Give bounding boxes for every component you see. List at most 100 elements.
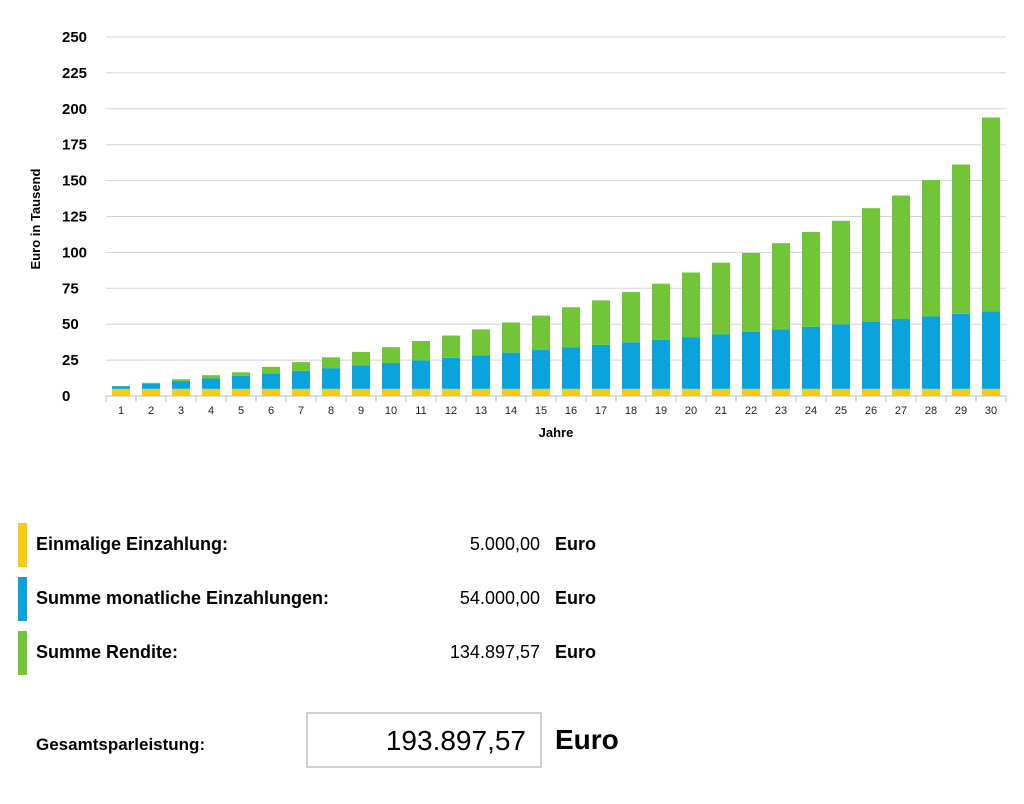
x-tick-label: 21 [715, 405, 727, 417]
bar-segment [592, 300, 610, 345]
legend-label: Summe monatliche Einzahlungen: [36, 588, 330, 608]
bar-segment [772, 243, 790, 330]
bar-segment [292, 362, 310, 371]
bar-segment [412, 360, 430, 389]
legend-item-monatliche-einzahlungen: Summe monatliche Einzahlungen: 54.000,00… [18, 577, 638, 621]
bar-segment [832, 324, 850, 389]
bar-segment [292, 370, 310, 389]
legend-item-rendite: Summe Rendite: 134.897,57 Euro [18, 631, 638, 675]
bar-segment [442, 335, 460, 358]
bar-segment [652, 339, 670, 389]
x-tick-label: 26 [865, 405, 877, 417]
legend-value: 134.897,57 [449, 642, 540, 662]
legend-unit: Euro [555, 534, 597, 554]
x-tick-label: 13 [475, 405, 487, 417]
bar-segment [502, 352, 520, 389]
x-tick-label: 2 [148, 405, 154, 417]
bar-segment [922, 316, 940, 389]
x-tick-label: 14 [505, 405, 517, 417]
bar-segment [682, 337, 700, 389]
bar-segment [532, 350, 550, 389]
bar-segment [442, 388, 460, 396]
bar-segment [202, 388, 220, 396]
bar-segment [652, 388, 670, 396]
bar-segment [532, 315, 550, 351]
bar-segment [592, 344, 610, 389]
y-tick-label: 0 [62, 388, 70, 405]
y-tick-label: 250 [62, 29, 87, 46]
bar-segment [922, 180, 940, 317]
y-tick-label: 100 [62, 244, 87, 261]
y-tick-label: 75 [62, 280, 79, 297]
bar-segment [982, 117, 1000, 312]
x-tick-label: 16 [565, 405, 577, 417]
x-tick-label: 28 [925, 405, 937, 417]
bar-segment [832, 220, 850, 325]
total-value: 193.897,57 [385, 725, 526, 756]
bar-segment [352, 351, 370, 366]
x-tick-label: 23 [775, 405, 787, 417]
bar-segment [832, 388, 850, 396]
y-tick-label: 150 [62, 173, 87, 190]
x-tick-label: 5 [238, 405, 244, 417]
x-tick-label: 18 [625, 405, 637, 417]
legend-swatch [18, 631, 27, 675]
bar-segment [232, 372, 250, 376]
legend-unit: Euro [555, 642, 597, 662]
bar-segment [622, 292, 640, 343]
bar-segment [202, 375, 220, 379]
bar-segment [322, 388, 340, 396]
bar-segment [622, 388, 640, 396]
bar-segment [442, 357, 460, 389]
bar-segment [862, 321, 880, 389]
bar-segment [172, 379, 190, 382]
x-tick-label: 3 [178, 405, 184, 417]
bar-segment [802, 232, 820, 327]
bar-segment [922, 388, 940, 396]
bar-segment [112, 388, 130, 396]
bar-segment [352, 388, 370, 396]
bar-segment [742, 331, 760, 389]
bar-segment [382, 362, 400, 389]
bar-segment [112, 386, 130, 389]
bar-segment [622, 342, 640, 389]
bar-segment [202, 378, 220, 389]
bar-segment [382, 388, 400, 396]
gridlines [106, 36, 1006, 361]
bar-segment [262, 388, 280, 396]
x-tick-label: 22 [745, 405, 757, 417]
x-tick-label: 30 [985, 405, 997, 417]
legend-label: Summe Rendite: [36, 642, 179, 662]
bar-segment [862, 208, 880, 322]
axes [105, 395, 1007, 402]
bar-segment [232, 388, 250, 396]
bar-segment [952, 313, 970, 389]
bar-segment [472, 329, 490, 356]
legend-unit: Euro [555, 588, 597, 608]
bar-segment [142, 388, 160, 396]
bar-segment [352, 365, 370, 389]
x-tick-label: 8 [328, 405, 334, 417]
bar-segment [862, 388, 880, 396]
bar-segment [772, 329, 790, 389]
y-tick-label: 175 [62, 137, 87, 154]
legend-label: Einmalige Einzahlung: [36, 534, 229, 554]
bar-segment [412, 341, 430, 361]
bar-segment [382, 347, 400, 363]
total-value-box: 193.897,57 [306, 712, 542, 768]
bar-segment [472, 388, 490, 396]
x-tick-label: 12 [445, 405, 457, 417]
legend-swatch [18, 523, 27, 567]
bar-segment [712, 262, 730, 335]
bar-segment [262, 373, 280, 389]
bar-segment [412, 388, 430, 396]
legend-item-einmalige-einzahlung: Einmalige Einzahlung: 5.000,00 Euro [18, 523, 638, 567]
legend-value: 5.000,00 [469, 534, 540, 554]
x-tick-label: 17 [595, 405, 607, 417]
bar-segment [952, 164, 970, 314]
bar-segment [802, 326, 820, 389]
x-tick-label: 29 [955, 405, 967, 417]
bar-segment [682, 388, 700, 396]
x-axis-title: Jahre [539, 425, 574, 440]
x-tick-label: 7 [298, 405, 304, 417]
